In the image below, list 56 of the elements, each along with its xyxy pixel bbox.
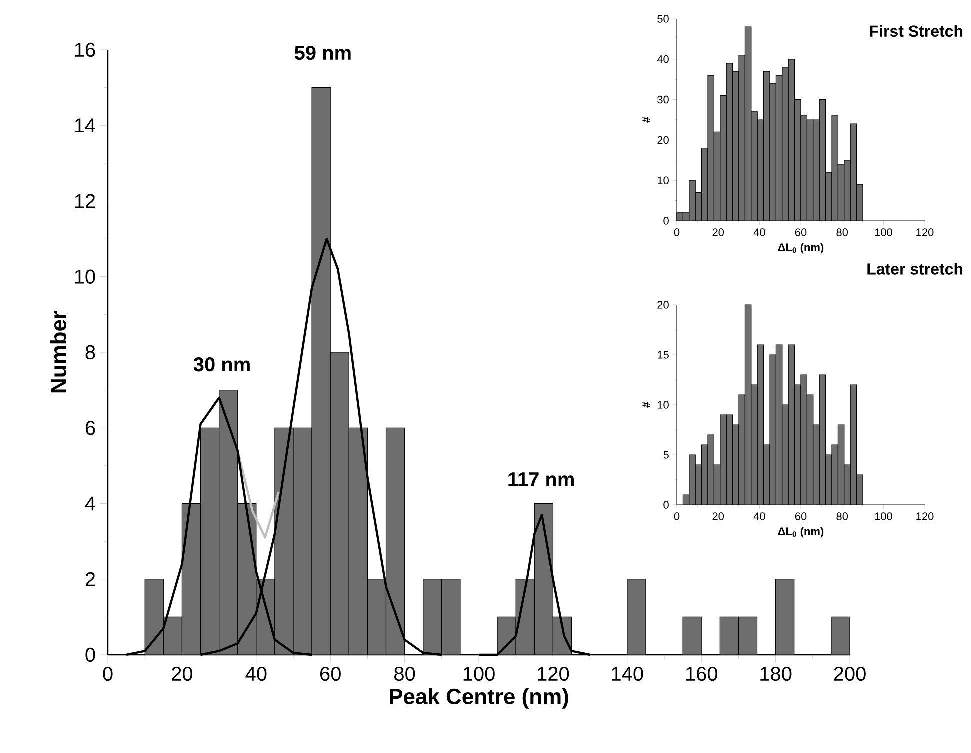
chart-title: Later stretch xyxy=(868,263,963,275)
y-tick-label: 16 xyxy=(75,42,96,58)
y-axis-title: # xyxy=(642,117,650,123)
y-tick-label: 0 xyxy=(86,648,96,662)
x-tick-label: 20 xyxy=(712,228,724,236)
x-axis-title: ΔL$_{0}$ (nm) xyxy=(778,527,824,538)
x-tick-label: 100 xyxy=(875,512,892,520)
y-tick-label: 30 xyxy=(658,96,669,104)
annotation: 59 nm xyxy=(294,46,351,60)
y-tick-label: 10 xyxy=(75,270,96,284)
x-tick-label: 40 xyxy=(754,512,766,520)
x-tick-label: 160 xyxy=(686,666,718,682)
x-tick-label: 40 xyxy=(246,666,267,682)
chart-title: First Stretch xyxy=(870,25,963,38)
x-tick-label: 60 xyxy=(320,666,341,682)
x-axis-title: Peak Centre (nm) xyxy=(390,688,568,709)
y-tick-label: 0 xyxy=(664,501,669,509)
x-tick-label: 40 xyxy=(754,228,766,236)
y-tick-label: 10 xyxy=(658,176,669,184)
y-axis-title: # xyxy=(642,402,650,408)
x-tick-label: 120 xyxy=(916,228,934,236)
y-tick-label: 14 xyxy=(75,118,96,132)
x-tick-label: 80 xyxy=(836,512,848,520)
y-tick-label: 40 xyxy=(657,56,669,64)
y-axis-title: Number xyxy=(50,311,67,393)
x-tick-label: 80 xyxy=(394,666,416,682)
y-tick-label: 0 xyxy=(664,217,669,225)
y-tick-label: 6 xyxy=(86,421,96,436)
x-tick-label: 100 xyxy=(464,666,495,682)
x-tick-label: 60 xyxy=(795,512,807,520)
x-tick-label: 140 xyxy=(612,666,644,682)
x-tick-label: 60 xyxy=(795,228,807,236)
x-tick-label: 200 xyxy=(834,666,866,682)
y-tick-label: 10 xyxy=(658,401,669,409)
x-tick-label: 100 xyxy=(875,228,892,236)
annotation: 117 nm xyxy=(508,472,574,486)
y-tick-label: 8 xyxy=(86,345,96,360)
x-tick-label: 0 xyxy=(674,228,680,236)
x-tick-label: 20 xyxy=(172,666,193,682)
y-tick-label: 15 xyxy=(658,351,669,359)
y-tick-label: 20 xyxy=(658,301,669,309)
x-tick-label: 0 xyxy=(674,512,680,520)
x-tick-label: 120 xyxy=(916,512,934,520)
y-tick-label: 12 xyxy=(75,194,96,208)
y-tick-label: 20 xyxy=(658,136,669,144)
x-axis-title: ΔL$_{0}$ (nm) xyxy=(778,243,824,254)
y-tick-label: 50 xyxy=(658,15,669,23)
y-tick-label: 2 xyxy=(86,572,96,586)
x-tick-label: 80 xyxy=(836,228,848,236)
y-tick-label: 4 xyxy=(85,496,96,511)
x-tick-label: 120 xyxy=(538,666,570,682)
x-tick-label: 20 xyxy=(712,512,724,520)
annotation: 30 nm xyxy=(194,358,250,372)
x-tick-label: 0 xyxy=(103,666,113,682)
x-tick-label: 180 xyxy=(760,666,792,682)
y-tick-label: 5 xyxy=(664,451,669,459)
